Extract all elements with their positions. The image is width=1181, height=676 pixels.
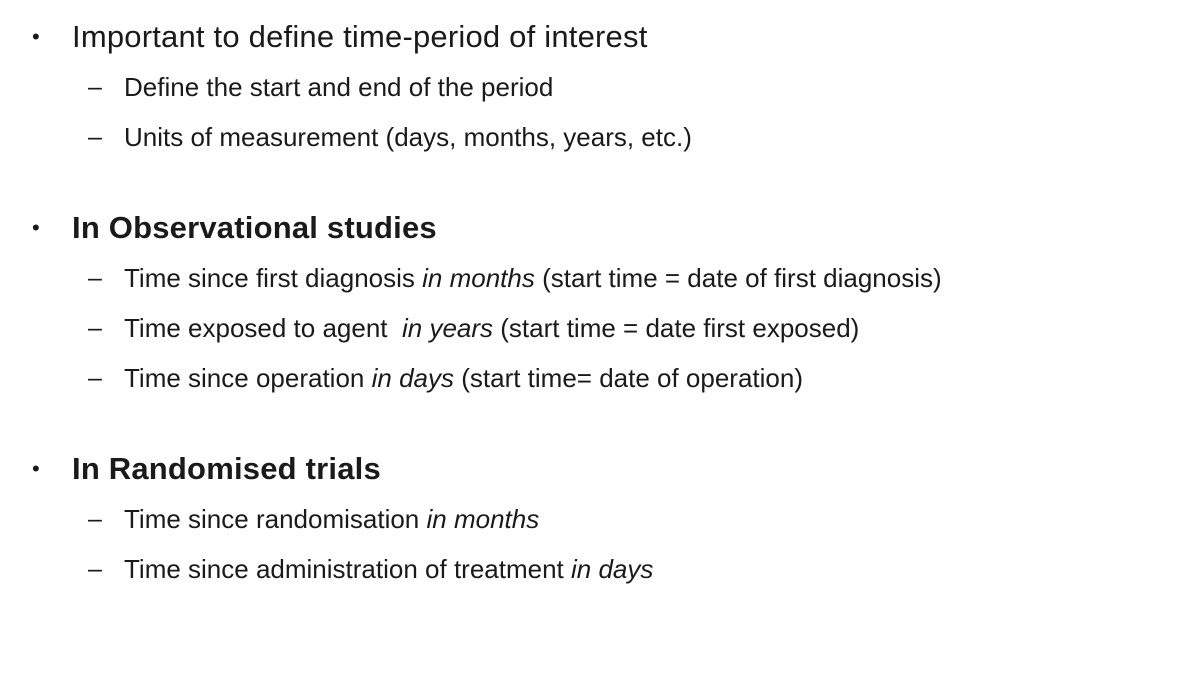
section-title-row: • Important to define time-period of int… (30, 16, 1161, 58)
dash-icon: – (88, 505, 102, 533)
section-title-row: • In Observational studies (30, 207, 1161, 249)
section-title: In Observational studies (72, 210, 437, 245)
bullet-icon: • (32, 456, 40, 481)
item-italic: in days (571, 554, 654, 584)
item-lead: Time since operation (124, 363, 372, 393)
section-randomised-trials: • In Randomised trials – Time since rand… (30, 448, 1161, 585)
bullet-icon: • (32, 215, 40, 240)
section-title-row: • In Randomised trials (30, 448, 1161, 490)
section-observational-studies: • In Observational studies – Time since … (30, 207, 1161, 394)
list-item-text: Time since first diagnosis in months (st… (124, 262, 942, 294)
list-item-text: Define the start and end of the period (124, 71, 553, 103)
list-item-text: Time since administration of treatment i… (124, 553, 653, 585)
item-italic: in months (422, 263, 535, 293)
dash-icon: – (88, 364, 102, 392)
item-lead: Units of measurement (days, months, year… (124, 122, 692, 152)
list-item: – Time since administration of treatment… (30, 553, 1161, 585)
item-tail: (start time= date of operation) (454, 363, 804, 393)
list-item: – Units of measurement (days, months, ye… (30, 121, 1161, 153)
list-item-text: Time since operation in days (start time… (124, 362, 803, 394)
item-lead: Define the start and end of the period (124, 72, 554, 102)
section-items: – Time since randomisation in months – T… (30, 503, 1161, 585)
item-lead: Time exposed to agent (124, 313, 402, 343)
list-item-text: Time since randomisation in months (124, 503, 539, 535)
list-item-text: Units of measurement (days, months, year… (124, 121, 692, 153)
dash-icon: – (88, 555, 102, 583)
item-lead: Time since administration of treatment (124, 554, 571, 584)
item-tail: (start time = date of first diagnosis) (534, 263, 942, 293)
section-time-period: • Important to define time-period of int… (30, 16, 1161, 153)
item-lead: Time since first diagnosis (124, 263, 423, 293)
list-item: – Define the start and end of the period (30, 71, 1161, 103)
bullet-icon: • (32, 24, 40, 49)
item-italic: in years (401, 313, 494, 343)
dash-icon: – (88, 73, 102, 101)
item-italic: in days (371, 363, 454, 393)
dash-icon: – (88, 264, 102, 292)
section-title: In Randomised trials (72, 451, 381, 486)
section-items: – Define the start and end of the period… (30, 71, 1161, 153)
section-title: Important to define time-period of inter… (72, 19, 648, 54)
list-item: – Time since randomisation in months (30, 503, 1161, 535)
item-lead: Time since randomisation (124, 504, 427, 534)
dash-icon: – (88, 123, 102, 151)
item-italic: in months (426, 504, 540, 534)
list-item-text: Time exposed to agent in years (start ti… (124, 312, 859, 344)
dash-icon: – (88, 314, 102, 342)
list-item: – Time since first diagnosis in months (… (30, 262, 1161, 294)
list-item: – Time since operation in days (start ti… (30, 362, 1161, 394)
section-items: – Time since first diagnosis in months (… (30, 262, 1161, 394)
list-item: – Time exposed to agent in years (start … (30, 312, 1161, 344)
item-tail: (start time = date first exposed) (493, 313, 860, 343)
